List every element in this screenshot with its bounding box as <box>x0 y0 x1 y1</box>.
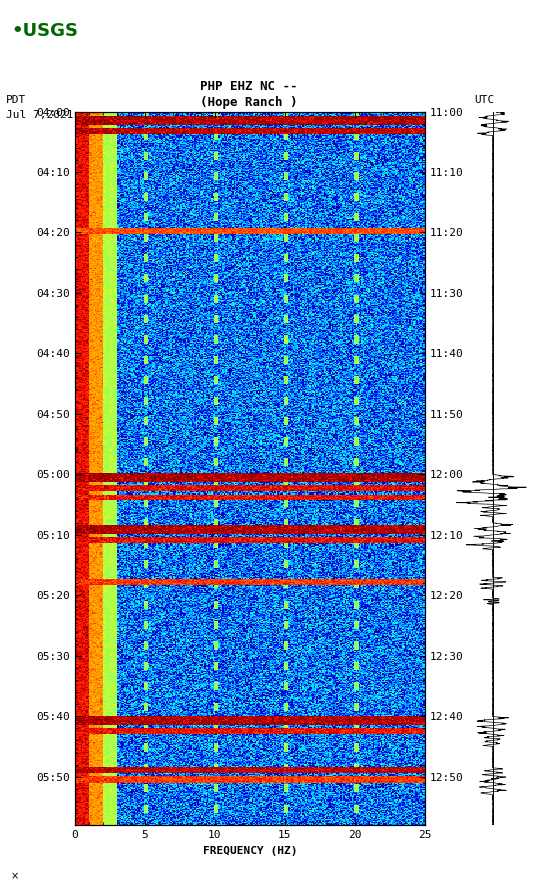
X-axis label: FREQUENCY (HZ): FREQUENCY (HZ) <box>203 846 297 855</box>
Text: Jul 7,2021: Jul 7,2021 <box>6 111 73 120</box>
Text: PHP EHZ NC --: PHP EHZ NC -- <box>200 79 297 93</box>
Text: ×: × <box>11 871 19 881</box>
Text: PDT: PDT <box>6 95 26 105</box>
Text: UTC: UTC <box>474 95 494 105</box>
Text: (Hope Ranch ): (Hope Ranch ) <box>200 95 297 109</box>
Text: •USGS: •USGS <box>11 22 78 40</box>
